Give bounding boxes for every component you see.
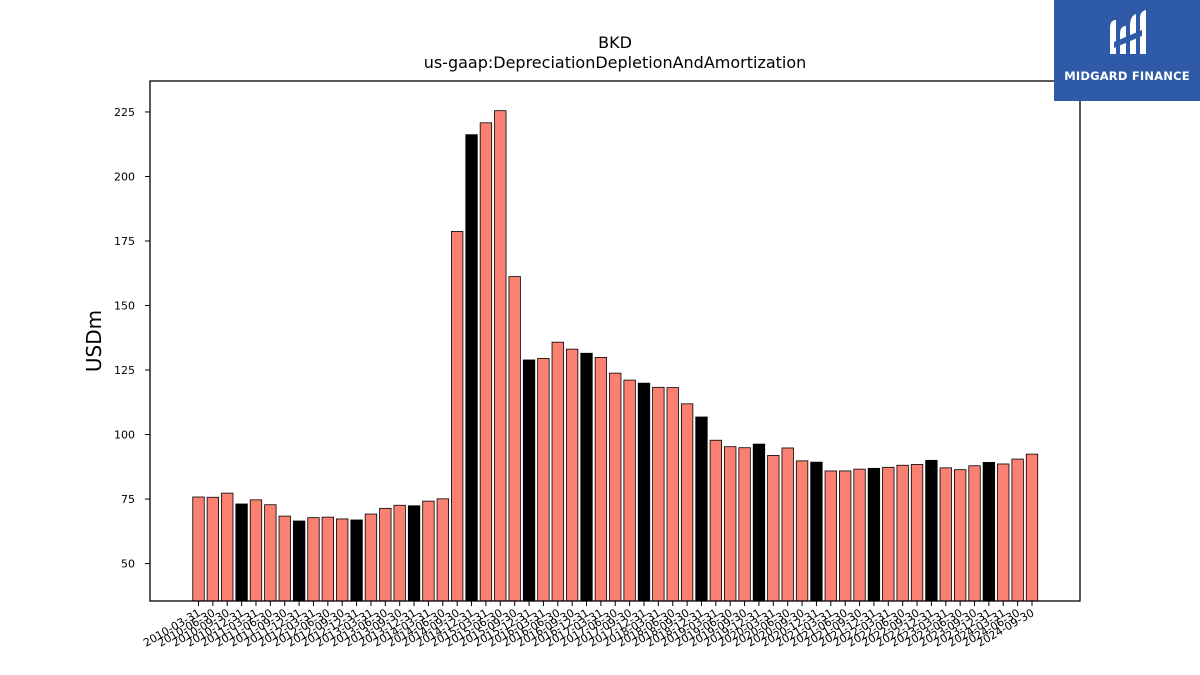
bar-2018-12-31 (695, 416, 708, 602)
bar-2012-03-31 (307, 517, 320, 602)
bar-2019-03-31 (709, 439, 722, 602)
y-tick-label: 75 (121, 493, 135, 506)
bars-group (192, 110, 1039, 602)
y-tick-label: 50 (121, 558, 135, 571)
chart-subtitle: us-gaap:DepreciationDepletionAndAmortiza… (424, 53, 807, 72)
y-tick-label: 100 (114, 429, 135, 442)
bar-2010-06-30 (206, 496, 220, 602)
y-tick-label: 225 (114, 106, 135, 119)
bar-2024-06-30 (1011, 458, 1024, 602)
bar-2018-03-31 (652, 386, 665, 602)
bar-2019-12-31 (752, 443, 766, 602)
bar-2023-09-30 (968, 465, 981, 602)
y-tick-label: 175 (114, 235, 135, 248)
y-tick-label: 150 (114, 300, 135, 313)
bar-2016-09-30 (565, 348, 579, 602)
chart-title: BKD (598, 33, 632, 52)
plot-frame (149, 80, 1081, 602)
bar-2011-12-31 (292, 520, 306, 602)
bar-2022-09-30 (910, 464, 924, 602)
bar-2020-12-31 (810, 461, 823, 602)
bar-2014-06-30 (436, 498, 449, 602)
bar-2024-03-31 (997, 463, 1010, 602)
bar-2011-03-31 (249, 499, 263, 602)
bar-2021-09-30 (853, 468, 866, 602)
bar-2019-09-30 (738, 447, 751, 602)
bar-2021-06-30 (839, 470, 852, 602)
bar-2013-03-31 (364, 513, 378, 602)
bar-2019-06-30 (724, 446, 737, 602)
bar-2010-03-31 (192, 496, 205, 602)
bar-2017-09-30 (623, 379, 636, 602)
midgard-finance-logo: MIDGARD FINANCE (1054, 0, 1200, 101)
y-tick-label: 125 (114, 364, 135, 377)
y-axis-label: USDm (82, 310, 106, 372)
bar-2012-09-30 (336, 518, 349, 602)
bar-2013-12-31 (407, 505, 421, 602)
bar-2017-06-30 (609, 372, 622, 602)
y-tick-label: 200 (114, 170, 135, 183)
bar-2015-06-30 (494, 110, 507, 602)
bar-2012-06-30 (321, 516, 334, 602)
bar-2015-09-30 (508, 276, 521, 602)
logo-mark-icon (1110, 10, 1146, 54)
bar-2015-03-31 (479, 122, 493, 602)
x-axis: 2010-03-312010-06-302010-09-302010-12-31… (141, 601, 1037, 650)
bar-2015-12-31 (522, 359, 536, 602)
bar-2018-09-30 (680, 403, 694, 602)
bar-2013-09-30 (393, 504, 406, 602)
bar-2021-12-31 (867, 467, 881, 602)
bar-2020-09-30 (795, 460, 809, 602)
bar-2017-03-31 (594, 356, 608, 602)
bar-2016-12-31 (580, 352, 593, 602)
bar-2018-06-30 (666, 387, 679, 602)
y-axis: 50 75 100 125 150 175 200 225 (114, 106, 150, 571)
bar-2013-06-30 (379, 507, 392, 602)
bar-2014-12-31 (465, 134, 478, 602)
bar-2016-03-31 (537, 358, 550, 602)
bar-2012-12-31 (350, 519, 363, 602)
bar-2010-12-31 (235, 503, 248, 602)
bar-2022-12-31 (925, 459, 938, 602)
bar-2017-12-31 (637, 382, 651, 602)
bar-2011-06-30 (264, 504, 277, 602)
bar-2023-03-31 (939, 467, 952, 602)
logo-text: MIDGARD FINANCE (1064, 69, 1190, 83)
bar-2010-09-30 (221, 492, 234, 602)
bar-2022-06-30 (896, 464, 909, 602)
bar-2016-06-30 (551, 341, 564, 602)
bar-2022-03-31 (882, 466, 895, 602)
bar-2020-03-31 (767, 455, 780, 602)
bar-2014-03-31 (422, 500, 435, 602)
bar-2014-09-30 (451, 231, 464, 602)
bar-2023-12-31 (982, 462, 996, 602)
bar-2011-09-30 (278, 515, 291, 602)
bar-2020-06-30 (781, 447, 794, 602)
bar-2024-09-30 (1025, 453, 1039, 602)
bar-2021-03-31 (824, 470, 837, 602)
bar-2023-06-30 (954, 469, 967, 602)
